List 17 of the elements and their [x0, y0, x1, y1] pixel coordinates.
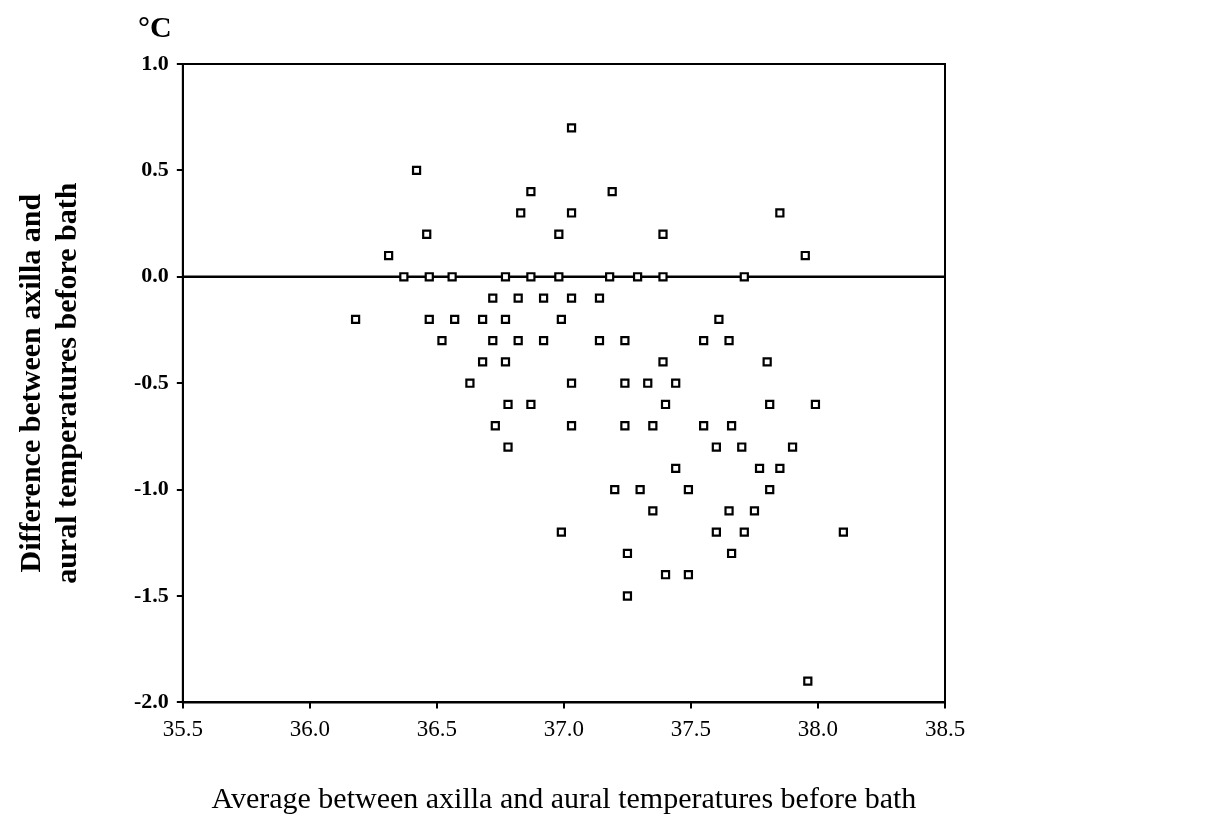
y-tick-label: -1.0 [134, 475, 169, 501]
x-tick-label: 38.5 [924, 716, 966, 742]
y-tick-label: 0.0 [141, 262, 169, 288]
x-tick-label: 37.5 [670, 716, 712, 742]
x-tick-label: 36.5 [416, 716, 458, 742]
x-tick-label: 37.0 [543, 716, 585, 742]
y-tick-label: 1.0 [141, 49, 169, 75]
x-axis-title: Average between axilla and aural temperatures before bath [211, 780, 917, 814]
y-axis-title: Difference between axilla and aural temperatures before bath [12, 182, 82, 584]
x-tick-label: 35.5 [162, 716, 203, 742]
y-tick-label: -1.5 [134, 581, 169, 607]
text: °C [137, 9, 172, 43]
x-tick-label: 38.0 [797, 716, 839, 742]
y-tick-label: -2.0 [134, 688, 169, 714]
y-tick-label: 0.5 [141, 156, 169, 182]
x-tick-label: 36.0 [289, 716, 330, 742]
y-tick-label: -0.5 [134, 368, 169, 394]
